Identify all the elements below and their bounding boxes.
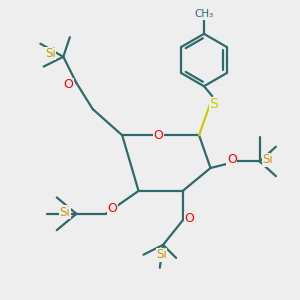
Text: O: O — [184, 212, 194, 225]
Text: O: O — [227, 153, 237, 166]
Text: Si: Si — [262, 153, 273, 166]
Text: O: O — [63, 78, 73, 91]
Text: Si: Si — [156, 248, 167, 261]
Text: CH₃: CH₃ — [194, 9, 214, 19]
Text: O: O — [107, 202, 117, 215]
Text: O: O — [153, 129, 163, 142]
Text: Si: Si — [60, 206, 70, 219]
Text: S: S — [209, 97, 218, 111]
Text: Si: Si — [45, 47, 56, 60]
